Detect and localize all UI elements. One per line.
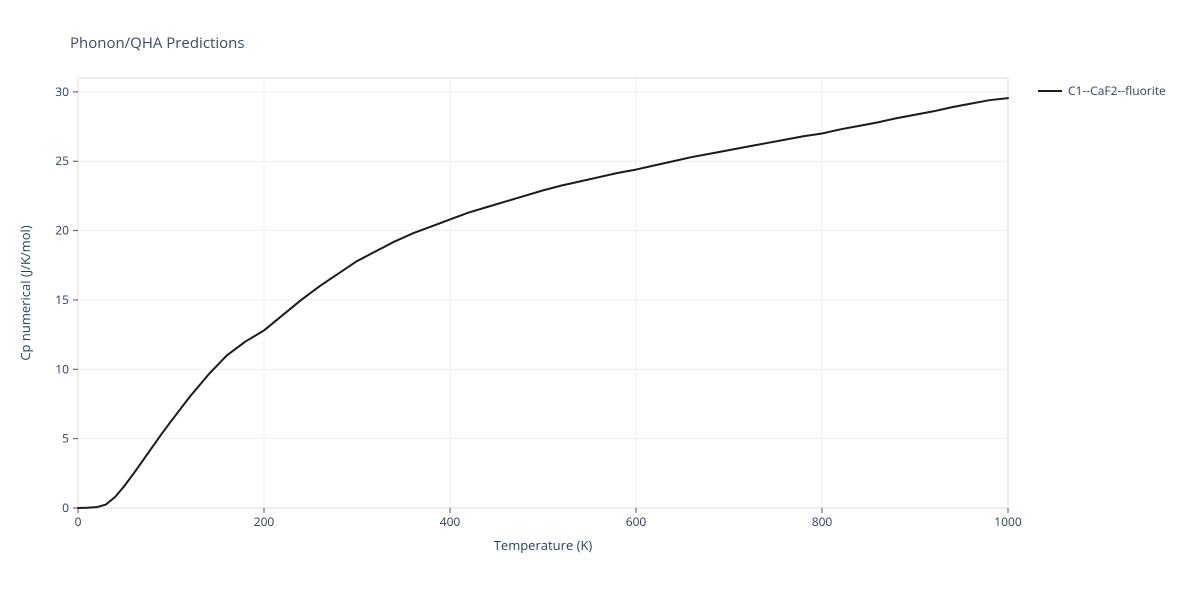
svg-text:5: 5 bbox=[62, 430, 69, 447]
y-axis-label: Cp numerical (J/K/mol) bbox=[16, 225, 34, 360]
svg-text:20: 20 bbox=[55, 222, 69, 239]
svg-text:30: 30 bbox=[55, 83, 69, 100]
svg-text:1000: 1000 bbox=[994, 513, 1022, 530]
svg-text:0: 0 bbox=[62, 499, 69, 516]
svg-text:25: 25 bbox=[55, 152, 69, 169]
svg-text:10: 10 bbox=[55, 360, 69, 377]
svg-text:400: 400 bbox=[440, 513, 461, 530]
svg-text:0: 0 bbox=[75, 513, 82, 530]
svg-text:600: 600 bbox=[626, 513, 647, 530]
svg-text:200: 200 bbox=[254, 513, 275, 530]
legend-label: C1--CaF2--fluorite bbox=[1068, 82, 1166, 99]
chart-svg: 0 200 400 600 800 1000 0 5 10 15 20 25 30 Temperatur… bbox=[0, 0, 1200, 600]
legend: C1--CaF2--fluorite bbox=[1038, 82, 1166, 99]
svg-text:15: 15 bbox=[55, 291, 69, 308]
x-axis-label: Temperature (K) bbox=[494, 536, 593, 554]
svg-text:800: 800 bbox=[812, 513, 833, 530]
chart-container: Phonon/QHA Predictions 02004006008001000… bbox=[0, 0, 1200, 600]
legend-line bbox=[1038, 90, 1062, 92]
grid-group bbox=[78, 78, 1008, 508]
